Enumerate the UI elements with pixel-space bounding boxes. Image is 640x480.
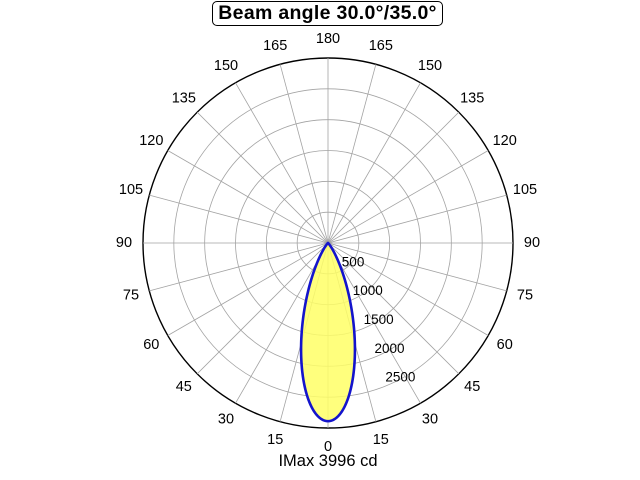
- svg-text:180: 180: [316, 31, 340, 47]
- svg-text:150: 150: [214, 58, 238, 74]
- svg-text:135: 135: [460, 91, 484, 107]
- svg-text:500: 500: [342, 254, 365, 269]
- svg-text:1500: 1500: [364, 312, 394, 327]
- svg-text:90: 90: [524, 235, 540, 251]
- svg-text:120: 120: [493, 133, 517, 149]
- svg-text:30: 30: [218, 412, 234, 428]
- svg-text:150: 150: [418, 58, 442, 74]
- svg-text:15: 15: [267, 432, 283, 448]
- svg-text:135: 135: [172, 91, 196, 107]
- svg-text:75: 75: [517, 288, 533, 304]
- svg-text:45: 45: [176, 379, 192, 395]
- svg-text:2500: 2500: [385, 370, 415, 385]
- svg-text:75: 75: [123, 288, 139, 304]
- svg-text:105: 105: [119, 182, 143, 198]
- svg-text:1000: 1000: [353, 283, 383, 298]
- svg-text:45: 45: [464, 379, 480, 395]
- svg-text:120: 120: [139, 133, 163, 149]
- svg-text:90: 90: [116, 235, 132, 251]
- svg-text:105: 105: [513, 182, 537, 198]
- svg-text:15: 15: [373, 432, 389, 448]
- svg-text:30: 30: [422, 412, 438, 428]
- svg-text:60: 60: [497, 337, 513, 353]
- svg-text:165: 165: [369, 38, 393, 54]
- svg-text:2000: 2000: [375, 341, 405, 356]
- svg-text:165: 165: [263, 38, 287, 54]
- svg-text:60: 60: [143, 337, 159, 353]
